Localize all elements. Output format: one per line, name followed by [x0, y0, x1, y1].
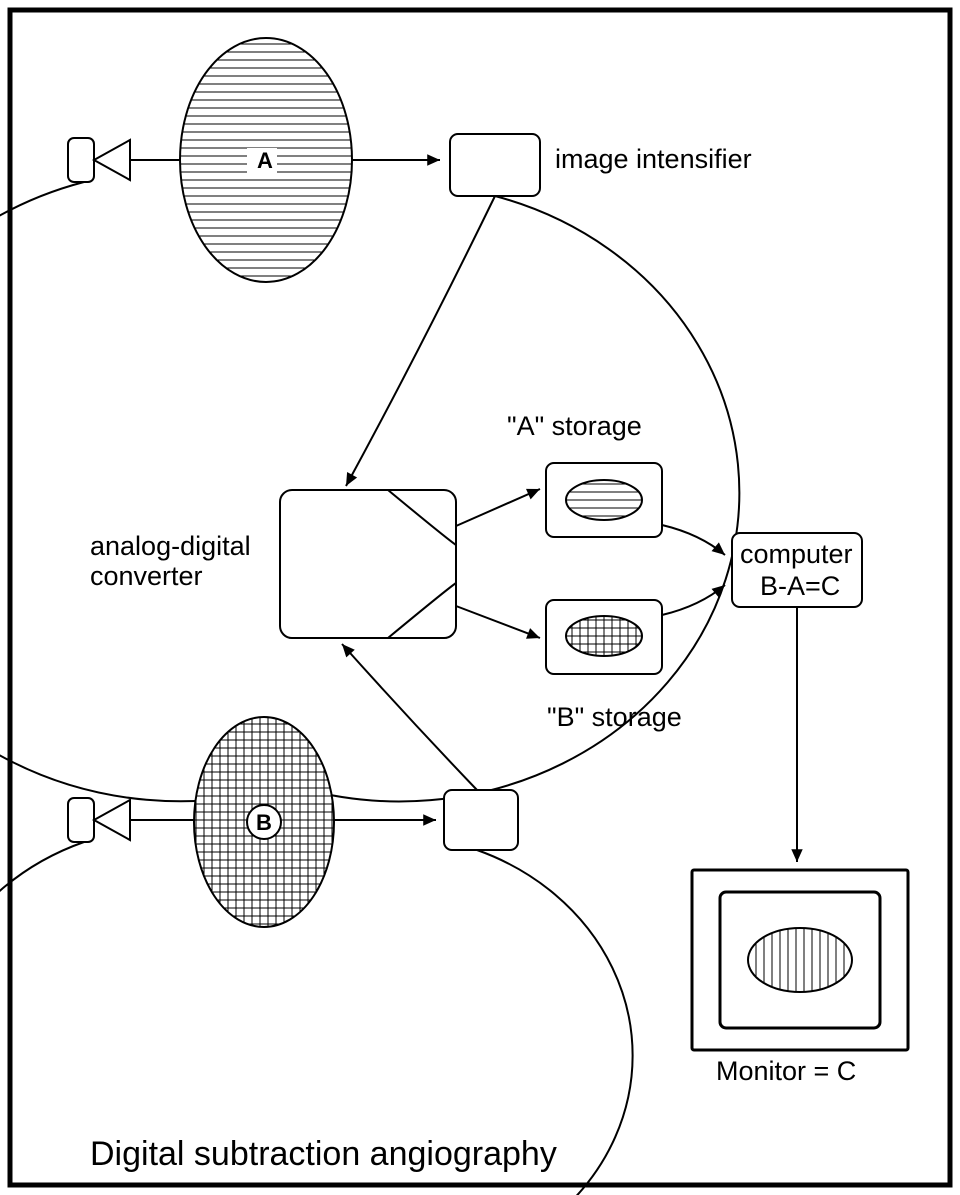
storage-a-ellipse [566, 480, 642, 520]
label-adc-1: analog-digital [90, 531, 251, 561]
adc-box [280, 490, 456, 638]
label-adc-2: converter [90, 561, 203, 591]
storage-b-ellipse [566, 616, 642, 656]
label-b-storage: "B" storage [547, 702, 682, 732]
label-computer-1: computer [740, 539, 853, 569]
label-b: B [256, 810, 272, 835]
label-a: A [257, 148, 273, 173]
monitor-ellipse [748, 928, 852, 992]
camera-a-box [68, 138, 94, 182]
label-a-storage: "A" storage [507, 411, 642, 441]
label-image-intensifier: image intensifier [555, 144, 752, 174]
camera-b-box [68, 798, 94, 842]
label-monitor: Monitor = C [716, 1056, 856, 1086]
diagram-canvas: A Bimage intensifier "A" storage analog-dig… [0, 0, 960, 1195]
intensifier-b-box [444, 790, 518, 850]
label-computer-2: B-A=C [760, 571, 840, 601]
diagram-title: Digital subtraction angiography [90, 1135, 557, 1173]
intensifier-a-box [450, 134, 540, 196]
